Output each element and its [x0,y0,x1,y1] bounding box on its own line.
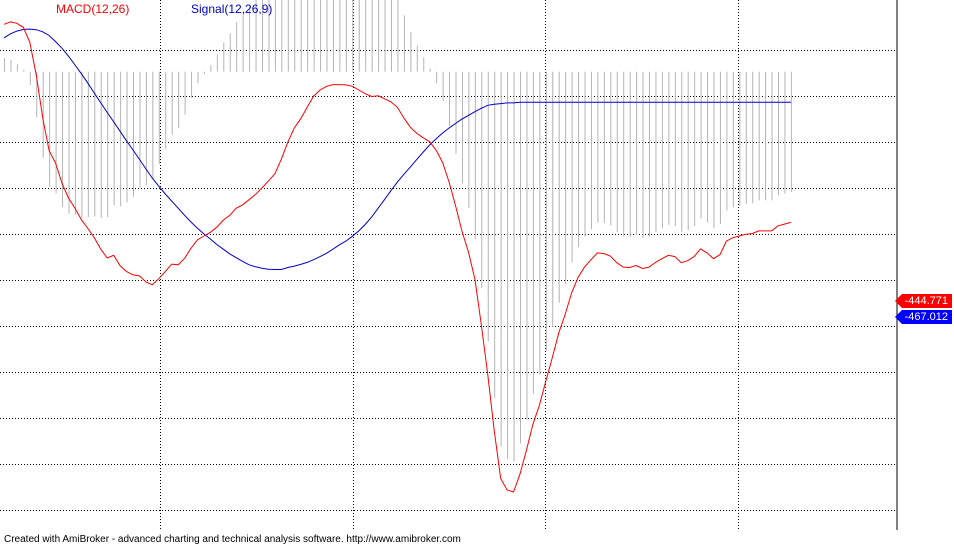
chart-grid [0,0,897,530]
footer-credit: Created with AmiBroker - advanced charti… [4,534,461,545]
legend-macd: MACD(12,26) [56,2,130,16]
legend-signal: Signal(12,26,9) [191,2,273,16]
macd-histogram [4,0,792,462]
signal-line [3,28,791,270]
macd-line [3,21,792,493]
signal-value-tag: -467.012 [894,310,952,324]
macd-value-tag: -444.771 [894,294,952,308]
